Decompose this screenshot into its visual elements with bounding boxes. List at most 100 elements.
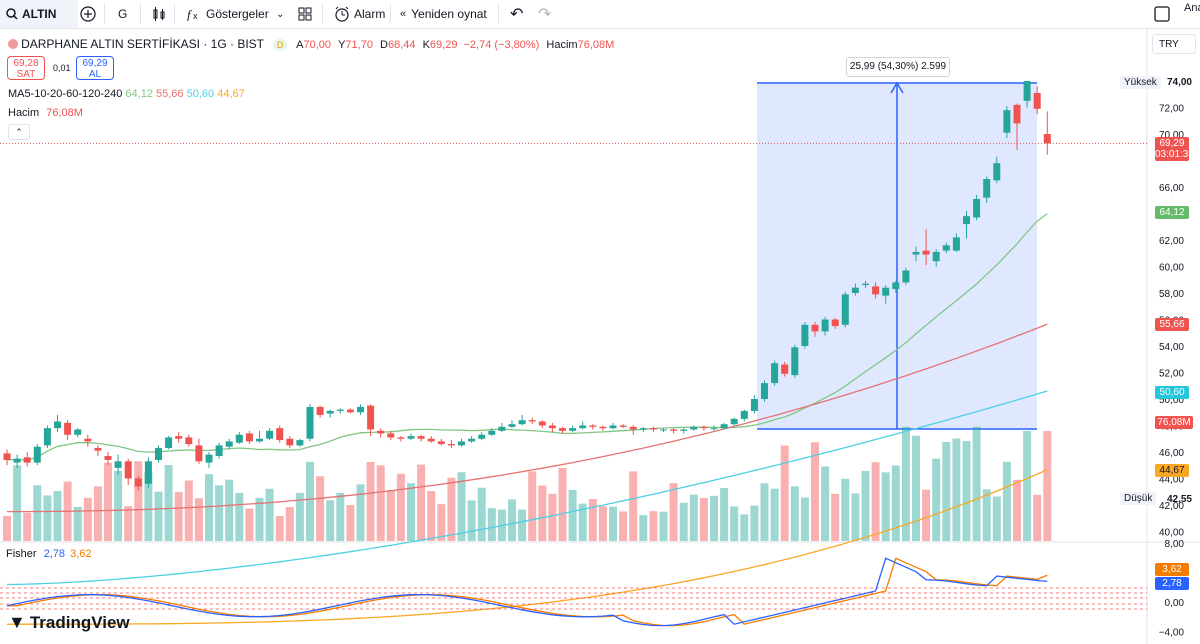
candle-body [488,430,496,435]
candle-body [690,426,698,430]
alarm-button[interactable]: Alarm [334,0,385,28]
measure-tool[interactable] [757,81,1037,430]
candle-body [912,251,920,255]
volume-bar [871,462,880,541]
candle-body [892,282,900,290]
high-value: 74,00 [1166,77,1192,88]
volume-bar [184,480,193,541]
add-symbol-button[interactable] [78,0,98,28]
volume-bar [73,506,82,541]
volume-bar [3,516,11,541]
interval-button[interactable]: G [118,7,128,21]
candle-body [680,429,688,431]
price-tick-label: 60,00 [1159,263,1184,274]
volume-bar [528,471,537,541]
templates-button[interactable] [298,0,312,28]
volume-bar [942,442,951,541]
volume-bar [710,495,718,541]
volume-bar [750,505,759,541]
candle-body [670,429,678,431]
alarm-clock-icon [335,6,349,22]
search-icon [6,8,18,20]
candles-icon [153,7,165,21]
replay-button[interactable]: « Yeniden oynat [400,7,487,21]
candle-body [983,179,991,198]
svg-text:f: f [187,7,193,21]
redo-icon[interactable]: ↷ [538,6,552,23]
volume-bars [3,426,1052,541]
volume-bar [1013,479,1021,541]
sell-button[interactable]: 69,28 SAT [7,56,45,80]
volume-bar [922,489,931,541]
volume-bar [508,499,516,541]
high-label: Yüksek [1120,76,1161,89]
volume-bar [881,472,890,541]
volume-bar [790,486,799,541]
tv-icon: ▼ [8,612,26,632]
volume-bar [144,471,153,541]
layout-button[interactable] [1154,0,1170,28]
candle-body [367,405,375,430]
volume-bar [93,486,102,541]
candle-body [417,436,425,439]
ma-line-4 [6,469,1048,625]
instrument-title: DARPHANE ALTIN SERTİFİKASI · 1G · BIST [21,37,265,51]
candle-body [336,409,344,411]
volume-bar [1033,494,1042,541]
candle-body [660,429,667,431]
candle-body [33,446,41,463]
candle-body [831,319,839,327]
volume-bar [134,461,143,541]
candle-body [478,434,486,439]
volume-bar [114,470,123,541]
volume-bar [83,497,92,541]
candle-body [851,287,859,293]
ma1-tag: 64,12 [1155,206,1189,219]
volume-bar [336,493,345,541]
volume-bar [972,426,981,541]
candle-body [559,428,566,431]
tradingview-logo[interactable]: ▼ TradingView [8,612,130,632]
volume-tag: 76,08M [1155,416,1193,429]
candle-body [771,363,779,384]
currency-select[interactable]: TRY [1152,34,1196,54]
undo-icon[interactable]: ↶ [510,6,524,23]
collapse-chevron-icon[interactable]: ⌃ [8,124,30,140]
candle-body [781,364,789,374]
volume-bar [629,471,638,541]
volume-bar [679,502,688,541]
symbol-search[interactable]: ALTIN [0,0,78,28]
price-tick-label: 58,00 [1159,289,1184,300]
volume-bar [841,478,850,541]
volume-bar [932,458,941,541]
volume-bar [417,464,426,541]
volume-bar [861,470,870,541]
candle-body [266,430,274,439]
right-cut-label: Ana [1184,2,1200,14]
candle-body [821,319,829,332]
candle-body [84,438,92,442]
volume-bar [316,476,325,541]
candle-body [3,453,11,460]
volume-bar [43,495,52,541]
volume-bar [396,473,405,541]
volume-bar [437,504,446,541]
buy-button[interactable]: 69,29 AL [76,56,114,80]
volume-bar [447,477,456,541]
volume-bar [619,511,628,541]
candle-body [538,421,546,426]
symbol-name: ALTIN [22,7,57,21]
candle-body [245,433,253,442]
plus-circle-icon [80,6,96,22]
candle-body [225,441,233,447]
candle-body [1013,104,1021,124]
price-tick-label: 66,00 [1159,183,1184,194]
candle-body [306,406,314,439]
candle-body [750,399,758,411]
chart-type-button[interactable] [152,0,166,28]
chevron-down-icon[interactable]: ⌄ [276,8,285,20]
candle-body [437,441,445,445]
